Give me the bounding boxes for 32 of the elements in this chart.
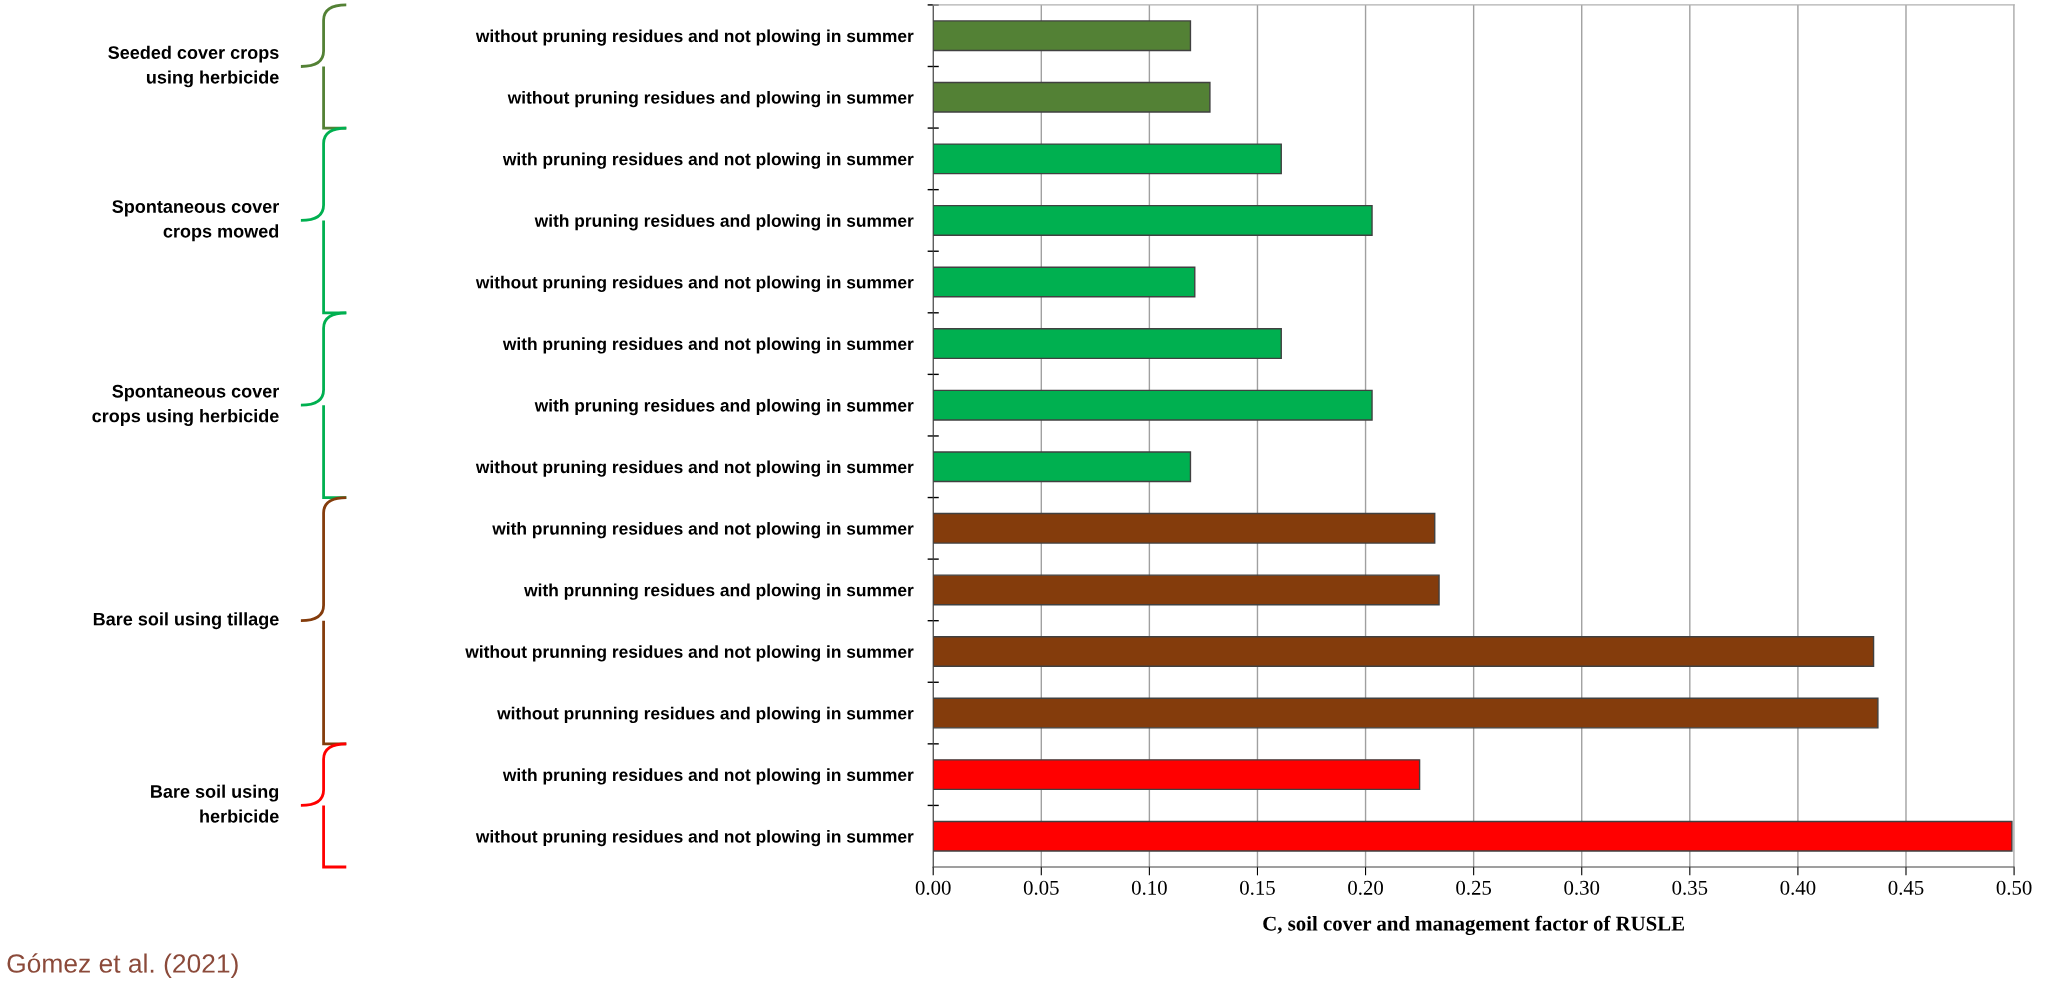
text: Seeded cover crops using herbicide — [108, 45, 279, 88]
y-tick-label: without pruning residues and not plowing in summer — [475, 275, 914, 292]
x-tick-label: 0.15 — [1240, 880, 1275, 895]
y-tick-label: without prunning residues and plowing in summer — [497, 706, 914, 724]
y-tick-label: with pruning residues and not plowing in summer — [502, 768, 914, 785]
text: Spontaneous cover crops using herbicide — [92, 384, 280, 426]
x-tick-label: 0.10 — [1131, 880, 1167, 895]
x-tick-label: 0.20 — [1348, 880, 1383, 895]
x-tick-label: 0.25 — [1456, 880, 1492, 895]
y-tick-label: without pruning residues and plowing in summer — [507, 90, 914, 108]
x-tick-label: 0.05 — [1023, 880, 1059, 895]
y-tick-label: without pruning residues and not plowing in summer — [475, 29, 914, 46]
x-axis-title: C, soil cover and management factor of RUSLE — [1263, 915, 1684, 936]
y-tick-label: with prunning residues and plowing in summer — [524, 583, 914, 600]
x-tick-label: 0.45 — [1888, 880, 1924, 895]
y-tick-label: without pruning residues and not plowing in summer — [475, 460, 914, 477]
x-tick-label: 0.40 — [1780, 880, 1816, 895]
x-tick-label: 0.50 — [1996, 880, 2032, 895]
x-tick-label: 0.00 — [915, 880, 951, 895]
text: Bare soil using tillage — [93, 612, 279, 630]
text: Gómez et al. (2021) — [7, 953, 238, 979]
x-tick-label: 0.35 — [1672, 880, 1708, 895]
y-tick-label: without pruning residues and not plowing in summer — [475, 829, 914, 847]
y-tick-label: without prunning residues and not plowing in summer — [465, 645, 914, 662]
y-tick-label: with pruning residues and plowing in summer — [534, 214, 914, 231]
text: Spontaneous cover crops mowed — [112, 200, 280, 242]
text: Bare soil using herbicide — [151, 784, 279, 823]
y-tick-label: with prunning residues and not plowing in summer — [492, 522, 914, 539]
y-tick-label: with pruning residues and not plowing in summer — [502, 152, 914, 169]
y-tick-label: with pruning residues and plowing in summer — [534, 398, 914, 416]
y-tick-label: with pruning residues and not plowing in summer — [502, 337, 914, 354]
x-tick-label: 0.30 — [1564, 880, 1600, 895]
